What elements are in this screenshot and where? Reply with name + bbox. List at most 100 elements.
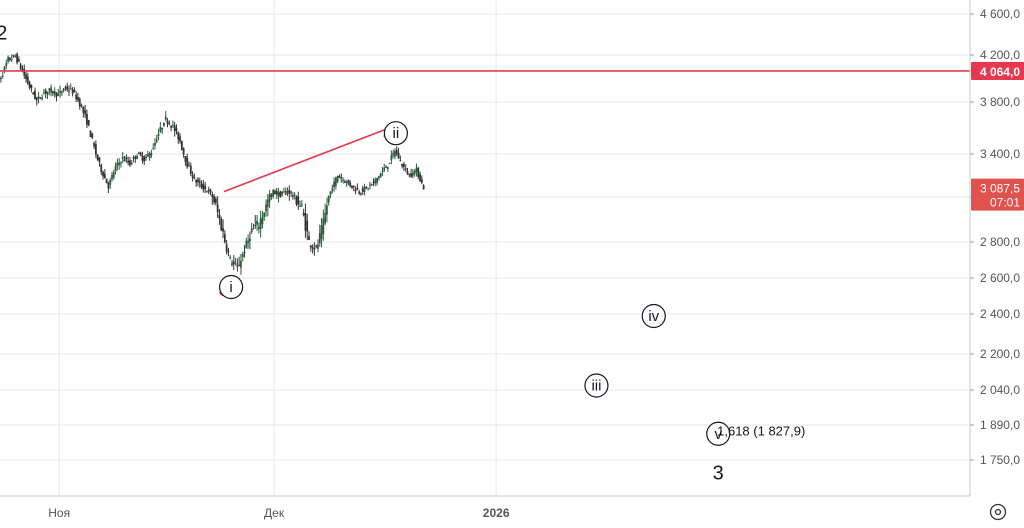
candle	[283, 188, 285, 193]
candle-body	[63, 89, 65, 90]
candle-body	[47, 91, 49, 94]
candle-body	[86, 114, 88, 125]
candle-body	[7, 57, 9, 61]
candle	[113, 170, 115, 180]
candle-body	[220, 219, 222, 230]
candle	[188, 161, 190, 166]
candle	[168, 120, 170, 125]
candle-body	[242, 254, 244, 257]
candle-body	[183, 148, 185, 154]
candle-body	[134, 157, 136, 159]
candle-body	[371, 184, 373, 185]
candle-body	[416, 168, 418, 172]
candle-body	[235, 263, 237, 264]
candle	[317, 239, 319, 252]
candle	[308, 231, 310, 240]
candle	[152, 143, 154, 149]
candle	[245, 238, 247, 249]
candle	[238, 257, 240, 267]
candle-body	[390, 155, 392, 160]
candle-body	[45, 90, 47, 93]
candle	[260, 211, 262, 238]
candle	[306, 214, 308, 240]
candle	[389, 163, 391, 164]
candle	[383, 164, 385, 172]
level-price-badge[interactable]: 4 064,0	[971, 62, 1024, 80]
candle	[161, 127, 163, 133]
candle	[118, 158, 120, 170]
candle	[217, 196, 219, 218]
candle	[93, 142, 95, 150]
candle	[13, 55, 15, 58]
candle	[251, 223, 253, 234]
candle	[240, 254, 242, 275]
candle	[181, 141, 183, 151]
candle	[27, 73, 29, 85]
candle-body	[260, 219, 262, 229]
candle-body	[61, 92, 63, 93]
time-tick-label: Ноя	[48, 506, 70, 520]
candle	[358, 190, 360, 195]
candle-body	[197, 179, 199, 182]
price-axis[interactable]: 4 600,04 200,03 800,03 400,03 000,02 800…	[970, 0, 1024, 496]
candle-body	[290, 192, 292, 193]
gear-icon[interactable]	[991, 505, 1006, 520]
candle-body	[38, 96, 40, 98]
candle-body	[317, 245, 319, 249]
candle	[50, 85, 52, 97]
candle	[242, 252, 244, 262]
candle	[206, 190, 208, 192]
candle-body	[172, 125, 174, 126]
candle-body	[229, 257, 231, 258]
candle	[382, 167, 384, 176]
wave-labels: 23i4iiiiiivv31,618 (1 827,9)	[0, 22, 805, 484]
candle-body	[84, 110, 86, 114]
candle	[136, 154, 138, 159]
candle-body	[211, 194, 213, 197]
candle-body	[279, 192, 281, 198]
candle-body	[91, 134, 93, 138]
candle-body	[226, 244, 228, 251]
candle-body	[118, 163, 120, 165]
candle-body	[281, 192, 283, 194]
candle-body	[306, 221, 308, 232]
candle-body	[186, 157, 188, 167]
candle-body	[362, 188, 364, 192]
candle	[65, 86, 67, 91]
candle-body	[376, 178, 378, 183]
candle	[199, 178, 201, 188]
candle-body	[43, 93, 45, 94]
candle	[262, 211, 264, 228]
candle	[256, 215, 258, 231]
candle-body	[56, 93, 58, 97]
candle-body	[396, 150, 398, 154]
candle	[333, 177, 335, 192]
candle-body	[170, 126, 172, 128]
candle	[312, 244, 314, 253]
candle	[270, 193, 272, 200]
candle-body	[331, 189, 333, 190]
candle-body	[378, 176, 380, 178]
price-tick-label: 1 890,0	[980, 418, 1020, 432]
candle-body	[303, 213, 305, 215]
candle-body	[383, 168, 385, 171]
chart-grid	[0, 0, 970, 496]
candle	[233, 255, 235, 270]
candle-body	[421, 179, 423, 182]
last-price-badge[interactable]: 3 087,507:01	[971, 179, 1024, 211]
candle-body	[52, 92, 54, 93]
candle	[215, 196, 217, 205]
candle-body	[328, 196, 330, 203]
candle	[294, 192, 296, 199]
candle-body	[335, 178, 337, 186]
candle-body	[48, 88, 50, 90]
candle-body	[163, 123, 165, 125]
candle	[29, 81, 31, 90]
candle	[362, 186, 364, 195]
candle-body	[109, 180, 111, 185]
candle-body	[222, 228, 224, 231]
candle-body	[305, 213, 307, 231]
candle-body	[326, 206, 328, 215]
